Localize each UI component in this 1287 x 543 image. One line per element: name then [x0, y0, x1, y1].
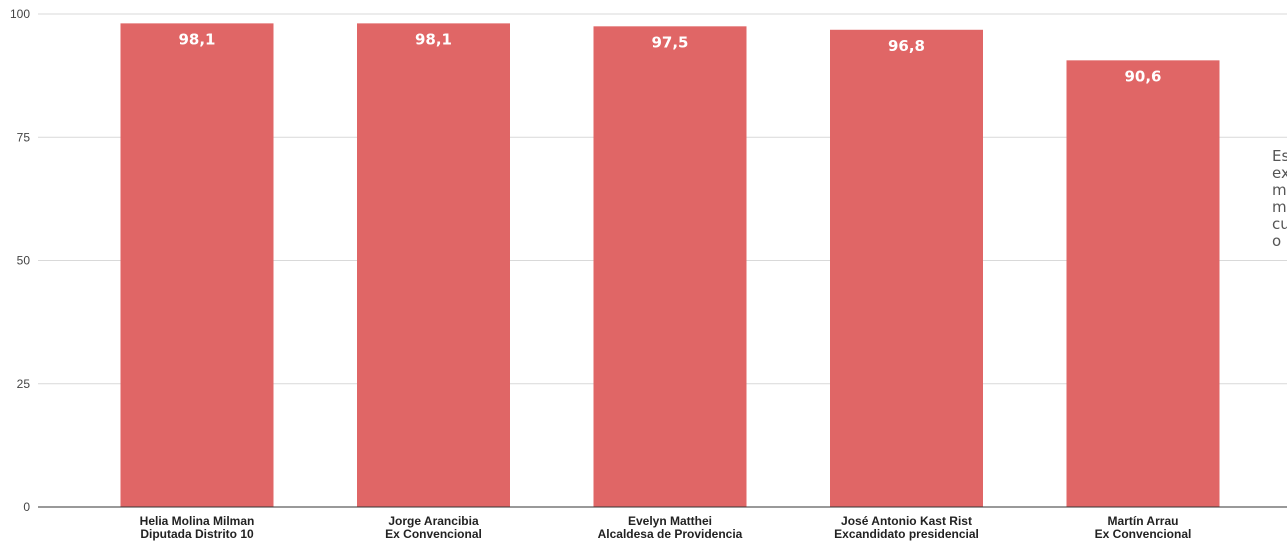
x-tick-label: Ex Convencional: [1095, 527, 1192, 541]
x-tick-label: Ex Convencional: [385, 527, 482, 541]
x-tick-label: Jorge Arancibia: [388, 514, 479, 528]
bar: [830, 30, 983, 507]
bar: [121, 23, 274, 507]
y-tick-label: 50: [17, 254, 31, 268]
side-annotation: Esc exc mo me cuá o re: [1272, 148, 1287, 250]
x-tick-label: Diputada Distrito 10: [140, 527, 254, 541]
data-label: 96,8: [888, 37, 925, 55]
side-note-line: exc: [1272, 165, 1287, 182]
bars: [121, 23, 1220, 507]
x-tick-label: José Antonio Kast Rist: [841, 514, 972, 528]
bar: [357, 23, 510, 507]
x-tick-label: Martín Arrau: [1108, 514, 1179, 528]
x-tick-label: Evelyn Matthei: [628, 514, 712, 528]
data-label: 98,1: [178, 30, 215, 48]
x-tick-label: Excandidato presidencial: [834, 527, 979, 541]
data-label: 98,1: [415, 30, 452, 48]
side-note-line: o re: [1272, 233, 1287, 250]
side-note-line: me: [1272, 199, 1287, 216]
x-tick-label: Helia Molina Milman: [140, 514, 255, 528]
data-label: 97,5: [651, 33, 688, 51]
side-note-line: Esc: [1272, 148, 1287, 165]
y-tick-label: 100: [10, 7, 30, 21]
side-note-line: mo: [1272, 182, 1287, 199]
x-tick-label: Alcaldesa de Providencia: [598, 527, 743, 541]
y-tick-label: 0: [23, 500, 30, 514]
y-tick-label: 75: [17, 130, 31, 144]
y-tick-label: 25: [17, 377, 31, 391]
side-note-line: cuá: [1272, 216, 1287, 233]
data-label: 90,6: [1124, 67, 1161, 85]
y-axis-ticks: 0 25 50 75 100: [10, 7, 30, 514]
bar: [1067, 60, 1220, 507]
bar: [594, 26, 747, 507]
